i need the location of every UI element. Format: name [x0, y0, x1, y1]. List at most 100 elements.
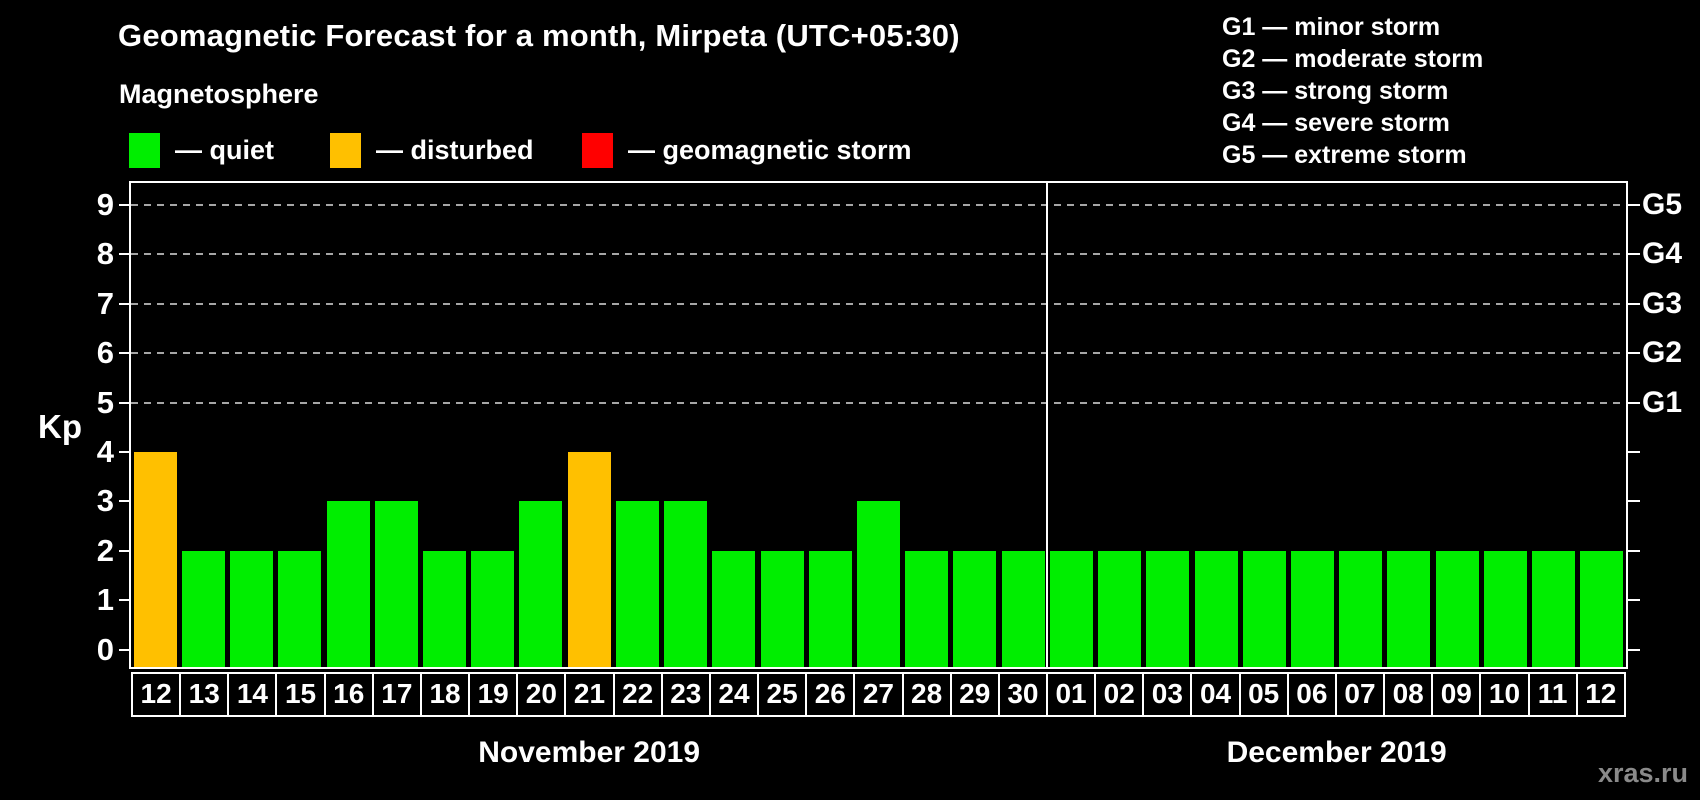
kp-bar-nov-28: [905, 550, 949, 667]
date-label-nov-14: 14: [227, 672, 278, 717]
date-label-nov-26: 26: [805, 672, 856, 717]
y-tick-left-8: [119, 253, 131, 256]
kp-bar-nov-29: [953, 550, 997, 667]
y-tick-label-5: 5: [96, 384, 114, 420]
watermark: xras.ru: [1597, 758, 1688, 788]
date-label-dec-03: 03: [1142, 672, 1193, 717]
kp-bar-nov-26: [808, 550, 852, 667]
kp-bar-nov-19: [471, 550, 515, 667]
date-label-nov-13: 13: [179, 672, 230, 717]
date-label-nov-30: 30: [997, 672, 1048, 717]
gridline-kp-8: [131, 253, 1626, 256]
date-label-dec-05: 05: [1238, 672, 1289, 717]
date-label-nov-16: 16: [323, 672, 374, 717]
y-tick-right-1: [1628, 599, 1640, 602]
kp-bar-nov-15: [278, 550, 322, 667]
kp-bar-nov-12: [133, 451, 177, 667]
y-tick-left-4: [119, 450, 131, 453]
g-level-label-G3: G3: [1642, 286, 1683, 320]
storm-scale-legend: G1 — minor storm G2 — moderate storm G3 — …: [1222, 11, 1483, 171]
kp-bar-nov-23: [664, 501, 708, 667]
y-tick-left-5: [119, 401, 131, 404]
date-label-nov-29: 29: [949, 672, 1000, 717]
kp-bar-nov-22: [615, 501, 659, 667]
kp-bar-nov-14: [230, 550, 274, 667]
y-tick-right-9: [1628, 203, 1640, 206]
kp-bar-dec-05: [1242, 550, 1286, 667]
legend-item-label: — geomagnetic storm: [628, 135, 912, 165]
y-tick-label-1: 1: [96, 582, 114, 618]
date-label-nov-25: 25: [757, 672, 808, 717]
y-tick-right-4: [1628, 450, 1640, 453]
y-tick-right-5: [1628, 401, 1640, 404]
gridline-kp-6: [131, 352, 1626, 355]
storm-scale-line-4: G4 — severe storm: [1222, 109, 1450, 137]
kp-bar-nov-20: [519, 501, 563, 667]
date-label-nov-18: 18: [419, 672, 471, 717]
kp-bar-dec-08: [1387, 550, 1431, 667]
y-tick-label-3: 3: [96, 483, 114, 519]
date-label-nov-17: 17: [371, 672, 422, 717]
kp-bar-nov-25: [760, 550, 804, 667]
y-tick-label-8: 8: [96, 236, 114, 272]
kp-bar-dec-03: [1146, 550, 1190, 667]
date-label-dec-09: 09: [1431, 672, 1482, 717]
y-tick-left-3: [119, 500, 131, 503]
storm-scale-line-1: G1 — minor storm: [1222, 13, 1441, 41]
y-tick-label-0: 0: [96, 631, 114, 667]
y-tick-left-9: [119, 203, 131, 206]
date-label-dec-10: 10: [1479, 672, 1530, 717]
y-tick-right-7: [1628, 302, 1640, 305]
kp-bar-nov-18: [422, 550, 466, 667]
date-axis: 12 13 14 15 16 17 18 19 20 21 22 23 24 25 26 27 28 29 30 01…: [131, 672, 1626, 717]
month-label-nov: November 2019: [478, 736, 701, 769]
month-separator-line: [1046, 183, 1049, 667]
y-tick-right-3: [1628, 500, 1640, 503]
kp-bar-dec-07: [1339, 550, 1383, 667]
gridline-kp-9: [131, 203, 1626, 206]
y-tick-left-2: [119, 549, 131, 552]
magnetosphere-label: Magnetosphere: [119, 79, 319, 109]
kp-bar-nov-17: [374, 501, 418, 667]
g-level-label-G4: G4: [1642, 237, 1683, 271]
kp-bar-nov-13: [181, 550, 225, 667]
storm-swatch: [582, 133, 613, 168]
gridline-kp-5: [131, 401, 1626, 404]
kp-bar-nov-24: [712, 550, 756, 667]
date-label-dec-04: 04: [1190, 672, 1241, 717]
date-label-dec-02: 02: [1094, 672, 1145, 717]
date-label-nov-27: 27: [853, 672, 904, 717]
kp-bar-nov-27: [856, 501, 900, 667]
kp-bar-dec-12: [1580, 550, 1624, 667]
kp-bar-dec-10: [1483, 550, 1527, 667]
date-label-dec-11: 11: [1527, 672, 1578, 717]
month-label-dec: December 2019: [1226, 736, 1447, 769]
date-label-dec-06: 06: [1286, 672, 1337, 717]
y-tick-left-0: [119, 648, 131, 651]
y-tick-left-7: [119, 302, 131, 305]
y-tick-right-6: [1628, 352, 1640, 355]
plot-area: [129, 181, 1628, 669]
y-tick-label-4: 4: [96, 433, 114, 469]
date-label-nov-19: 19: [468, 672, 519, 717]
g-level-label-G1: G1: [1642, 385, 1683, 419]
gridline-kp-7: [131, 302, 1626, 305]
g-level-label-G5: G5: [1642, 187, 1683, 221]
kp-bar-nov-21: [567, 451, 611, 667]
kp-bar-dec-01: [1049, 550, 1093, 667]
kp-bar-dec-11: [1532, 550, 1576, 667]
y-tick-label-9: 9: [96, 186, 114, 222]
date-label-dec-07: 07: [1334, 672, 1386, 717]
legend-item-label: — quiet: [175, 135, 274, 165]
y-axis-title: Kp: [38, 408, 82, 445]
date-label-dec-01: 01: [1045, 672, 1097, 717]
legend-item-label: — disturbed: [376, 135, 534, 165]
date-label-nov-23: 23: [660, 672, 711, 717]
storm-scale-line-2: G2 — moderate storm: [1222, 45, 1484, 73]
y-tick-right-2: [1628, 549, 1640, 552]
kp-bar-dec-06: [1291, 550, 1335, 667]
y-tick-left-6: [119, 352, 131, 355]
kp-bar-dec-09: [1435, 550, 1479, 667]
kp-bar-dec-02: [1098, 550, 1142, 667]
